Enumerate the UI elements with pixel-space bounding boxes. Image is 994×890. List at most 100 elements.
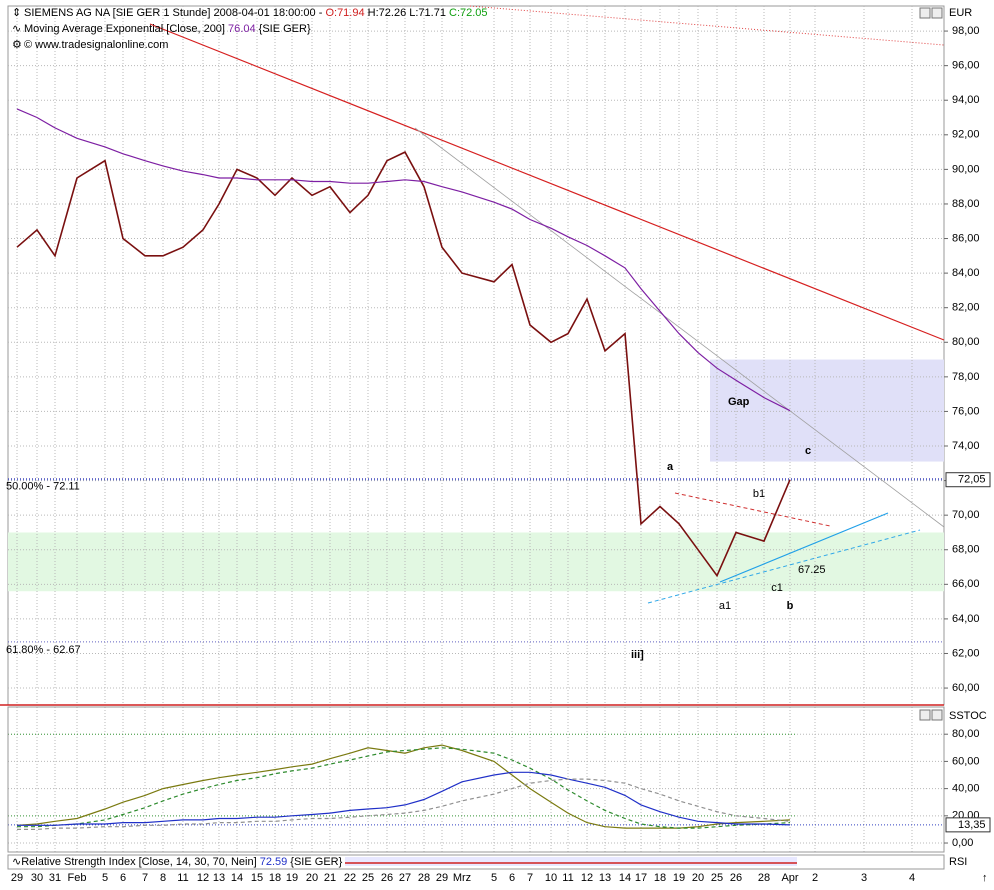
y-tick-label: 62,00 (952, 647, 980, 659)
price-label: 72,05 (958, 474, 986, 486)
x-tick-label: Mrz (453, 872, 471, 884)
copyright: © www.tradesignalonline.com (24, 39, 168, 51)
y-tick-label: 68,00 (952, 544, 980, 556)
x-tick-label: 7 (527, 872, 533, 884)
x-tick-label: 14 (619, 872, 631, 884)
indicator-text: Moving Average Exponential [Close, 200] (24, 23, 225, 35)
y-tick-label: 84,00 (952, 267, 980, 279)
x-tick-label: 7 (142, 872, 148, 884)
trend-line (149, 23, 945, 341)
series-line (16, 744, 791, 829)
series-line (16, 108, 791, 412)
y-tick-label: 90,00 (952, 163, 980, 175)
y-tick-label: 60,00 (952, 755, 980, 767)
y-tick-label: 60,00 (952, 682, 980, 694)
x-tick-label: 29 (11, 872, 23, 884)
x-tick-label: 26 (730, 872, 742, 884)
x-tick-label: 6 (509, 872, 515, 884)
symbol-text: SIEMENS AG NA [SIE GER 1 Stunde] 2008-04… (24, 7, 323, 19)
x-tick-label: 25 (711, 872, 723, 884)
x-tick-label: 17 (635, 872, 647, 884)
level-label: 50.00% - 72.11 (6, 481, 80, 493)
x-tick-label: 2 (812, 872, 818, 884)
x-tick-label: 20 (306, 872, 318, 884)
wave-label: c (805, 445, 811, 457)
y-tick-label: 80,00 (952, 728, 980, 740)
y-tick-label: 78,00 (952, 371, 980, 383)
close: C:72.05 (449, 7, 488, 19)
main-frame (7, 5, 945, 706)
x-tick-label: Apr (781, 872, 798, 884)
minimize-button[interactable] (919, 709, 931, 721)
x-tick-label: 15 (251, 872, 263, 884)
x-tick-label: 27 (399, 872, 411, 884)
minimize-button[interactable] (919, 7, 931, 19)
close-button[interactable] (931, 709, 943, 721)
currency: EUR (949, 7, 972, 19)
x-tick-label: 3 (861, 872, 867, 884)
x-tick-label: 31 (49, 872, 61, 884)
y-tick-label: 88,00 (952, 198, 980, 210)
price-box (945, 817, 991, 833)
y-tick-label: 70,00 (952, 509, 980, 521)
y-tick-label: 80,00 (952, 336, 980, 348)
x-tick-label: 11 (562, 872, 573, 884)
x-tick-label: 5 (491, 872, 497, 884)
close-button[interactable] (931, 7, 943, 19)
scroll-arrow[interactable]: ↑ (982, 872, 988, 884)
series-line (17, 771, 791, 826)
main-panel (7, 5, 945, 706)
x-tick-label: 19 (673, 872, 685, 884)
plot (16, 108, 791, 830)
y-tick-label: 86,00 (952, 232, 980, 244)
trend-line (674, 492, 831, 527)
icon: ⚙ (12, 39, 22, 51)
x-tick-label: 18 (654, 872, 666, 884)
x-tick-label: 11 (177, 872, 188, 884)
support-label: 67.25 (798, 564, 826, 576)
x-tick-label: 28 (758, 872, 770, 884)
y-tick-label: 64,00 (952, 613, 980, 625)
y-tick-label: 0,00 (952, 837, 973, 849)
rsi-value: 72.59 (260, 856, 288, 868)
x-tick-label: 29 (436, 872, 448, 884)
wave-label: iii] (631, 649, 644, 661)
x-tick-label: 19 (286, 872, 298, 884)
wave-label: c1 (771, 582, 783, 594)
wave-label: b (787, 600, 794, 612)
wave-label: b1 (753, 488, 765, 500)
y-tick-label: 94,00 (952, 94, 980, 106)
x-tick-label: 12 (581, 872, 593, 884)
x-tick-label: 10 (545, 872, 557, 884)
y-tick-label: 40,00 (952, 783, 980, 795)
zone (8, 532, 944, 592)
x-tick-label: 12 (197, 872, 209, 884)
y-tick-label: 66,00 (952, 578, 980, 590)
x-tick-label: 14 (231, 872, 243, 884)
x-tick-label: 22 (344, 872, 356, 884)
grid (8, 6, 944, 852)
indicator: Moving Average Exponential [Close, 200] … (24, 23, 311, 35)
level-label: 61.80% - 62.67 (6, 644, 81, 656)
x-tick-label: 4 (909, 872, 915, 884)
x-tick-label: 21 (324, 872, 336, 884)
x-tick-label: 13 (599, 872, 611, 884)
series-line (17, 778, 791, 830)
wave-label: a (667, 461, 674, 473)
price-box (945, 472, 991, 488)
x-tick-label: 5 (102, 872, 108, 884)
wave-label: a1 (719, 600, 731, 612)
rsi-header: ∿Relative Strength Index [Close, 14, 30,… (12, 856, 343, 868)
x-tick-label: 20 (692, 872, 704, 884)
y-tick-label: 96,00 (952, 60, 980, 72)
gap-label: Gap (728, 396, 750, 408)
indicator-value: 76.04 (228, 23, 256, 35)
y-tick-label: 98,00 (952, 25, 980, 37)
x-tick-label: 26 (381, 872, 393, 884)
lower-frame (7, 706, 945, 853)
y-tick-label: 76,00 (952, 405, 980, 417)
y-tick-label: 92,00 (952, 129, 980, 141)
icon: ∿ (12, 23, 21, 35)
x-tick-label: 25 (362, 872, 374, 884)
indicator-source: {SIE GER} (259, 23, 311, 35)
